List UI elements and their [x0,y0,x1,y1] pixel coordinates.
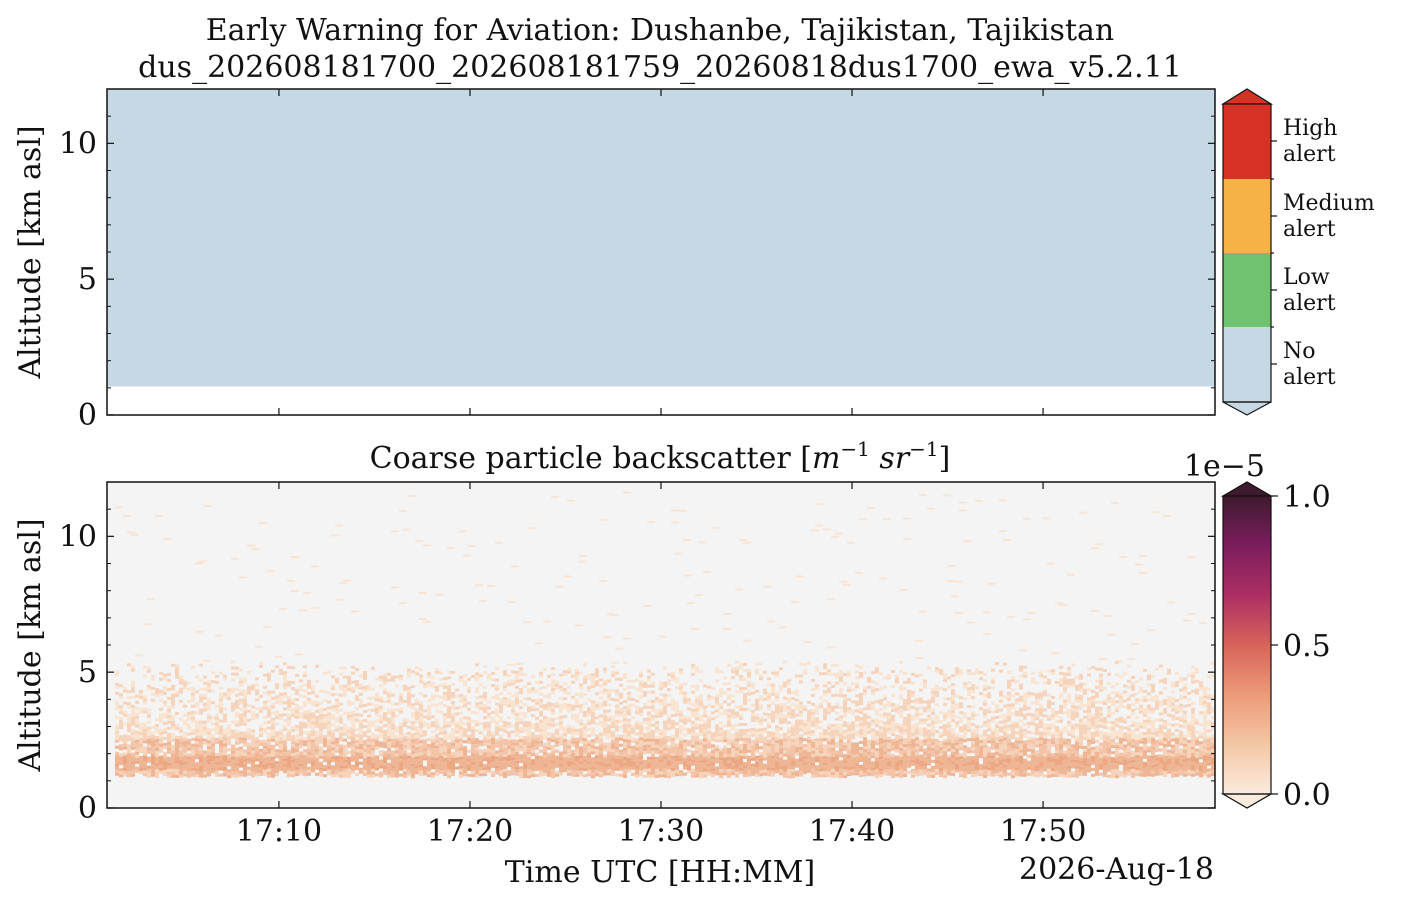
backscatter-title-exp2: −1 [909,437,938,461]
backscatter-cells [115,491,1215,779]
backscatter-panel-xtick-label: 17:10 [236,814,322,849]
alert-panel: 0 5 10 Altitude [km asl] [13,88,1216,433]
backscatter-panel-xtick-label: 17:30 [618,814,704,849]
backscatter-title-bracket-open: [ [800,441,812,476]
alert-colorbar-label: Low alert [1283,265,1336,316]
alert-colorbar-label: High alert [1283,116,1337,167]
backscatter-title-unit-sr: sr [879,441,910,476]
alert-colorbar-label: No alert [1283,339,1336,390]
backscatter-panel-ytick-label: 10 [59,519,97,554]
backscatter-cell-group [115,737,1215,779]
backscatter-title-exp1: −1 [840,437,869,461]
backscatter-panel-ytick-label: 5 [78,655,97,690]
backscatter-date-label: 2026-Aug-18 [1019,852,1214,887]
backscatter-panel-ylabel: Altitude [km asl] [13,518,48,772]
alert-panel-ytick-label: 5 [78,262,97,297]
backscatter-colorbar: 0.0 0.5 1.0 1e−5 [1184,449,1331,813]
backscatter-colorbar-tick-label: 1.0 [1283,480,1331,515]
backscatter-title-text: Coarse particle backscatter [370,441,801,476]
backscatter-panel-xtick-label: 17:40 [809,814,895,849]
backscatter-colorbar-ticks: 0.0 0.5 1.0 [1271,480,1331,813]
alert-colorbar-extend-bottom [1222,401,1272,416]
alert-panel-ticks: 0 5 10 [59,89,1215,433]
alert-colorbar-extend-top [1220,88,1274,105]
alert-colorbar-none [1223,327,1271,402]
backscatter-colorbar-offset: 1e−5 [1184,449,1265,484]
backscatter-panel-ticks: 17:10 17:20 17:30 17:40 17:50 0 5 10 [59,482,1215,849]
alert-colorbar-ticks [1271,140,1277,365]
backscatter-colorbar-gradient [1223,496,1271,794]
figure-title-line2: dus_202608181700_202608181759_20260818du… [138,50,1182,85]
figure-title-line1: Early Warning for Aviation: Dushanbe, Ta… [206,13,1114,48]
backscatter-colorbar-tick-label: 0.5 [1283,629,1331,664]
backscatter-panel-xtick-label: 17:50 [1000,814,1086,849]
backscatter-colorbar-tick-label: 0.0 [1283,778,1331,813]
alert-level-area [107,89,1215,387]
backscatter-title-unit-m: m [812,441,840,476]
backscatter-colorbar-extend-top [1220,481,1274,497]
alert-panel-ylabel: Altitude [km asl] [13,125,48,379]
alert-colorbar: No alert Low alert Medium alert High alert [1220,88,1375,416]
backscatter-title-bracket-close: ] [939,441,951,476]
alert-panel-ytick-label: 10 [59,126,97,161]
backscatter-cell-group [115,661,1215,779]
backscatter-cell-group [115,737,1215,779]
backscatter-panel-ytick-label: 0 [78,791,97,826]
alert-colorbar-low [1223,253,1271,327]
alert-panel-ytick-label: 0 [78,398,97,433]
alert-colorbar-label: Medium alert [1283,191,1375,242]
backscatter-panel: 17:10 17:20 17:30 17:40 17:50 0 5 10 Altitude [… [13,481,1216,890]
backscatter-panel-title: Coarse particle backscatter [m−1 sr−1] [370,437,951,476]
alert-colorbar-labels: No alert Low alert Medium alert High alert [1283,116,1375,390]
alert-colorbar-medium [1223,179,1271,253]
backscatter-panel-xlabel: Time UTC [HH:MM] [505,855,815,890]
backscatter-colorbar-extend-bottom [1220,793,1274,809]
alert-colorbar-high [1223,104,1271,179]
backscatter-cell-group [115,755,1215,772]
backscatter-panel-xtick-label: 17:20 [427,814,513,849]
